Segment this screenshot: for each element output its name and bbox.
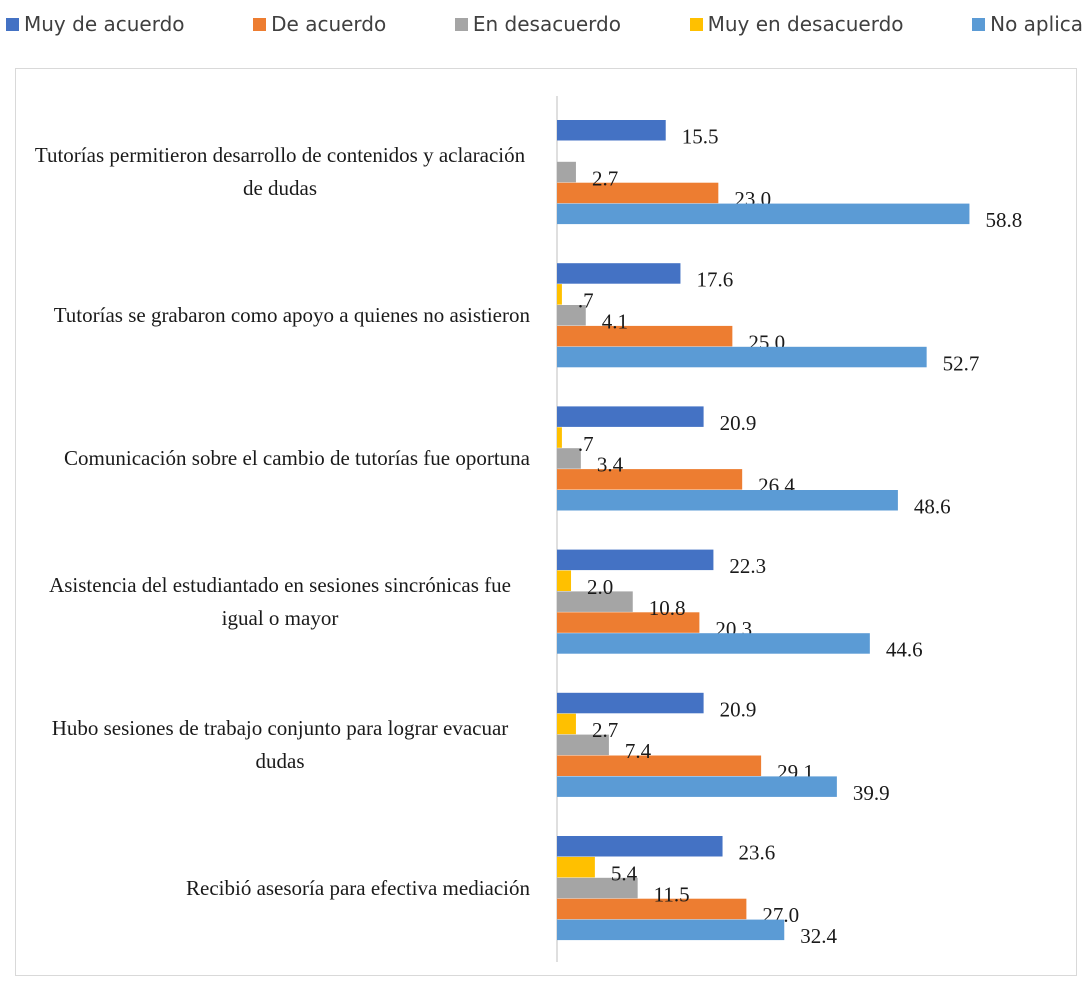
bar xyxy=(557,836,723,857)
plot-frame xyxy=(15,68,1077,976)
data-label: 23.6 xyxy=(739,841,776,865)
data-label: 10.8 xyxy=(649,596,686,620)
bar xyxy=(557,776,837,797)
bar xyxy=(557,203,970,225)
category-label: Recibió asesoría para efectiva mediación xyxy=(186,875,530,900)
bar xyxy=(557,549,714,571)
legend-label: No aplica xyxy=(990,12,1083,36)
bar xyxy=(557,633,870,654)
bar xyxy=(557,427,562,448)
legend-swatch xyxy=(689,17,703,31)
data-label: 3.4 xyxy=(597,453,624,477)
data-label: 20.9 xyxy=(720,697,757,721)
bar xyxy=(557,591,633,612)
category-label-box: Asistencia del estudiantado en sesiones … xyxy=(10,550,530,654)
data-label: 11.5 xyxy=(654,882,690,906)
bar xyxy=(557,120,666,141)
category-label-box: Tutorías se grabaron como apoyo a quiene… xyxy=(10,263,530,367)
category-label: Comunicación sobre el cambio de tutorías… xyxy=(64,445,530,470)
data-label: .7 xyxy=(578,432,594,456)
bar xyxy=(557,284,562,305)
bar xyxy=(557,325,733,347)
bar xyxy=(557,713,576,735)
data-label: 2.7 xyxy=(592,718,618,742)
legend-swatch xyxy=(972,17,986,31)
category-label-box: Hubo sesiones de trabajo conjunto para l… xyxy=(10,693,530,797)
legend-item: Muy en desacuerdo xyxy=(689,12,904,36)
data-label: 22.3 xyxy=(729,554,766,578)
legend-label: De acuerdo xyxy=(271,12,387,36)
legend-item: De acuerdo xyxy=(253,12,386,36)
bar xyxy=(557,919,785,941)
data-label: 39.9 xyxy=(853,781,890,805)
data-label: 2.0 xyxy=(587,575,613,599)
bar xyxy=(557,305,586,326)
bar xyxy=(557,490,898,511)
legend-swatch xyxy=(253,17,267,31)
legend-label: Muy en desacuerdo xyxy=(707,12,904,36)
data-label: 2.7 xyxy=(592,166,618,190)
bar xyxy=(557,612,700,633)
legend: Muy de acuerdo De acuerdo En desacuerdo Muy… xyxy=(6,12,1083,36)
legend-swatch xyxy=(6,17,19,31)
category-label-box: Recibió asesoría para efectiva mediación xyxy=(10,836,530,940)
bar xyxy=(557,448,581,469)
data-label: 20.9 xyxy=(720,411,757,435)
bar xyxy=(557,161,576,183)
legend-item: No aplica xyxy=(972,12,1083,36)
bar xyxy=(557,734,609,756)
bar xyxy=(557,755,762,776)
bar xyxy=(557,346,927,368)
data-label: 7.4 xyxy=(625,739,652,763)
legend-swatch xyxy=(454,17,468,31)
category-label: Asistencia del estudiantado en sesiones … xyxy=(49,572,511,630)
data-label: .7 xyxy=(578,289,594,313)
bar xyxy=(557,692,704,714)
category-label: Tutorías se grabaron como apoyo a quiene… xyxy=(53,302,530,327)
category-label-box: Comunicación sobre el cambio de tutorías… xyxy=(10,406,530,510)
data-label: 52.7 xyxy=(943,351,980,375)
data-label: 17.6 xyxy=(696,268,733,292)
legend-item: Muy de acuerdo xyxy=(6,12,185,36)
bar xyxy=(557,406,704,427)
data-label: 4.1 xyxy=(602,310,628,334)
bar xyxy=(557,263,681,284)
data-label: 5.4 xyxy=(611,861,638,885)
legend-item: En desacuerdo xyxy=(454,12,621,36)
bar xyxy=(557,570,572,591)
bar xyxy=(557,856,595,878)
data-label: 44.6 xyxy=(886,638,923,662)
category-label: Hubo sesiones de trabajo conjunto para l… xyxy=(51,715,509,773)
bar xyxy=(557,182,719,204)
bar xyxy=(557,877,638,899)
data-label: 15.5 xyxy=(682,125,719,149)
category-label: Tutorías permitieron desarrollo de conte… xyxy=(34,143,526,200)
data-label: 58.8 xyxy=(985,208,1022,232)
legend-label: Muy de acuerdo xyxy=(24,12,185,36)
bar xyxy=(557,469,743,490)
data-label: 32.4 xyxy=(800,924,837,948)
data-label: 48.6 xyxy=(914,495,951,519)
bar xyxy=(557,898,747,920)
category-label-box: Tutorías permitieron desarrollo de conte… xyxy=(10,120,530,224)
legend-label: En desacuerdo xyxy=(472,12,621,36)
